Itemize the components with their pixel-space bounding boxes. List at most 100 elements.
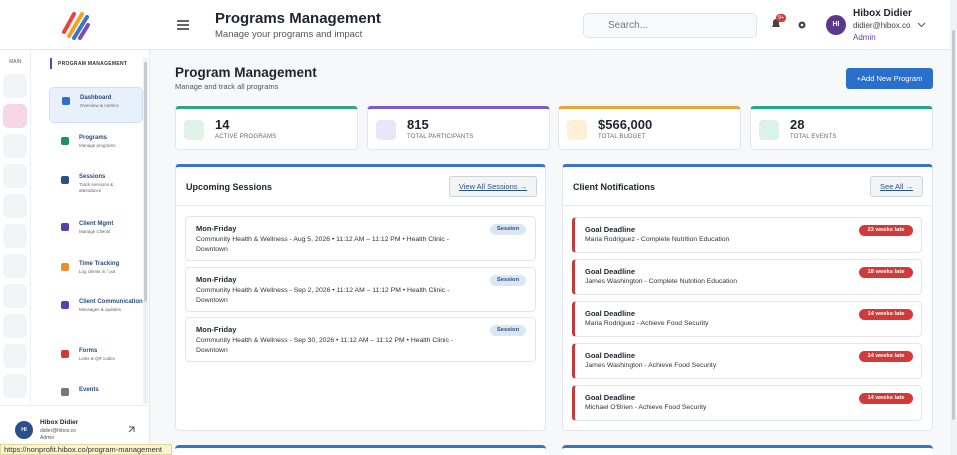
notification-card[interactable]: Goal Deadline James Washington - Achieve … bbox=[572, 343, 922, 379]
session-detail: Community Health & Wellness - Aug 5, 202… bbox=[196, 236, 449, 253]
notification-title: Goal Deadline bbox=[585, 351, 636, 360]
panel-divider bbox=[176, 205, 545, 206]
notification-title: Goal Deadline bbox=[585, 309, 636, 318]
stat-icon bbox=[184, 120, 204, 140]
late-badge: 18 weeks late bbox=[859, 267, 913, 278]
nav-icon bbox=[61, 137, 69, 145]
user-email: didier@hibox.co bbox=[853, 21, 911, 30]
rail-icon[interactable] bbox=[3, 164, 27, 188]
footer-role: Admin bbox=[40, 435, 55, 441]
notification-detail: Maria Rodriguez - Achieve Food Security bbox=[585, 320, 709, 327]
notification-card[interactable]: Goal Deadline Michael O'Brien - Achieve F… bbox=[572, 385, 922, 421]
page-subtitle: Manage your programs and impact bbox=[215, 29, 363, 40]
stat-value: 815 bbox=[407, 117, 429, 132]
rail-label: MAIN bbox=[9, 59, 22, 65]
rail-icon[interactable] bbox=[3, 224, 27, 248]
notification-card[interactable]: Goal Deadline James Washington - Complete… bbox=[572, 259, 922, 295]
nav-item[interactable]: Client Communication Messages & updates bbox=[49, 292, 143, 328]
late-badge: 14 weeks late bbox=[859, 393, 913, 404]
see-all-button[interactable]: See All → bbox=[870, 176, 923, 197]
notification-detail: Michael O'Brien - Achieve Food Security bbox=[585, 404, 707, 411]
add-program-button[interactable]: +Add New Program bbox=[846, 68, 933, 89]
nav-desc: Links & QR codes bbox=[79, 356, 116, 361]
rail-icon[interactable] bbox=[3, 134, 27, 158]
menu-button[interactable] bbox=[177, 20, 189, 30]
session-detail: Community Health & Wellness - Sep 30, 20… bbox=[196, 337, 454, 354]
next-panel bbox=[562, 445, 933, 455]
session-badge: Session bbox=[490, 274, 526, 286]
nav-icon bbox=[61, 176, 69, 184]
header: Programs Management Manage your programs… bbox=[0, 0, 950, 50]
nav-title: Programs bbox=[79, 135, 108, 141]
stat-value: 28 bbox=[790, 117, 805, 132]
stat-card: 28 TOTAL EVENTS bbox=[750, 106, 933, 150]
notification-detail: James Washington - Complete Nutrition Ed… bbox=[585, 278, 737, 285]
page-scrollbar-thumb[interactable] bbox=[952, 30, 955, 420]
panel-title: Upcoming Sessions bbox=[186, 182, 273, 192]
nav-title: Client Communication bbox=[79, 299, 143, 305]
panel-divider bbox=[563, 205, 932, 206]
stat-label: TOTAL EVENTS bbox=[790, 134, 837, 140]
scrollbar-thumb[interactable] bbox=[144, 62, 147, 302]
rail-icon[interactable] bbox=[3, 374, 27, 398]
rail-icon[interactable] bbox=[3, 74, 27, 98]
scrollbar-track bbox=[143, 58, 148, 404]
nav-item[interactable]: Sessions Track sessions & attendance bbox=[49, 167, 143, 203]
notification-detail: Maria Rodriguez - Complete Nutrition Edu… bbox=[585, 236, 730, 243]
user-name: Hibox Didier bbox=[853, 8, 912, 19]
search-box[interactable]: Search... bbox=[583, 13, 757, 38]
logo[interactable] bbox=[60, 10, 90, 40]
footer-email: didier@hibox.co bbox=[40, 428, 76, 434]
nav-item[interactable]: Forms Links & QR codes bbox=[49, 341, 143, 377]
notification-card[interactable]: Goal Deadline Maria Rodriguez - Achieve F… bbox=[572, 301, 922, 337]
nav-icon bbox=[61, 350, 69, 358]
stat-value: $566,000 bbox=[598, 117, 653, 132]
nav-item[interactable]: Time Tracking Log clients in / out bbox=[49, 254, 143, 290]
nav-item[interactable]: Dashboard Overview & metrics bbox=[49, 87, 143, 123]
nav-desc: Manage Clients bbox=[79, 229, 111, 234]
panel-title: Client Notifications bbox=[573, 182, 656, 192]
nav-item[interactable]: Programs Manage programs bbox=[49, 128, 143, 164]
session-detail: Community Health & Wellness - Sep 2, 202… bbox=[196, 286, 450, 304]
session-badge: Session bbox=[490, 224, 526, 235]
notification-title: Goal Deadline bbox=[585, 225, 636, 234]
nav-icon bbox=[61, 388, 69, 396]
rail-icon[interactable] bbox=[3, 194, 27, 218]
nav-icon bbox=[61, 263, 69, 271]
rail-icon[interactable] bbox=[3, 344, 27, 368]
nav-item[interactable]: Events bbox=[49, 381, 143, 417]
session-card[interactable]: Mon-Friday Community Health & Wellness - … bbox=[185, 317, 536, 362]
notification-detail: James Washington - Achieve Food Security bbox=[585, 362, 717, 369]
session-badge: Session bbox=[490, 325, 526, 336]
rail-icon[interactable] bbox=[3, 314, 27, 338]
logout-icon[interactable] bbox=[128, 426, 135, 433]
notification-title: Goal Deadline bbox=[585, 393, 636, 402]
footer-divider bbox=[0, 405, 150, 406]
settings-icon[interactable] bbox=[797, 20, 807, 30]
nav-item[interactable]: Client Mgmt Manage Clients bbox=[49, 214, 143, 250]
session-card[interactable]: Mon-Friday Community Health & Wellness - … bbox=[185, 266, 536, 312]
view-all-button[interactable]: View All Sessions → bbox=[449, 176, 537, 197]
user-menu-chevron[interactable] bbox=[917, 22, 926, 28]
nav-icon bbox=[62, 97, 70, 105]
rail-icon[interactable] bbox=[3, 254, 27, 278]
nav-icon bbox=[61, 223, 69, 231]
nav-title: Dashboard bbox=[80, 95, 112, 101]
stat-card: 14 ACTIVE PROGRAMS bbox=[175, 106, 358, 150]
notification-card[interactable]: Goal Deadline Maria Rodriguez - Complete … bbox=[572, 217, 922, 253]
stat-icon bbox=[567, 120, 587, 140]
nav-title: Events bbox=[79, 387, 99, 393]
rail-icon[interactable] bbox=[3, 104, 27, 128]
session-card[interactable]: Mon-Friday Community Health & Wellness - … bbox=[185, 216, 536, 261]
nav-desc: Log clients in / out bbox=[79, 269, 116, 274]
status-url: https://nonprofit.hibox.co/program-manag… bbox=[0, 444, 172, 455]
sessions-panel: Upcoming Sessions View All Sessions → Mo… bbox=[175, 164, 546, 431]
section-marker bbox=[50, 58, 52, 69]
nav-icon bbox=[61, 301, 69, 309]
late-badge: 14 weeks late bbox=[859, 351, 913, 362]
session-title: Mon-Friday bbox=[196, 325, 237, 334]
rail-icon[interactable] bbox=[3, 284, 27, 308]
page-title: Programs Management bbox=[215, 10, 381, 27]
avatar[interactable]: HI bbox=[826, 15, 846, 35]
